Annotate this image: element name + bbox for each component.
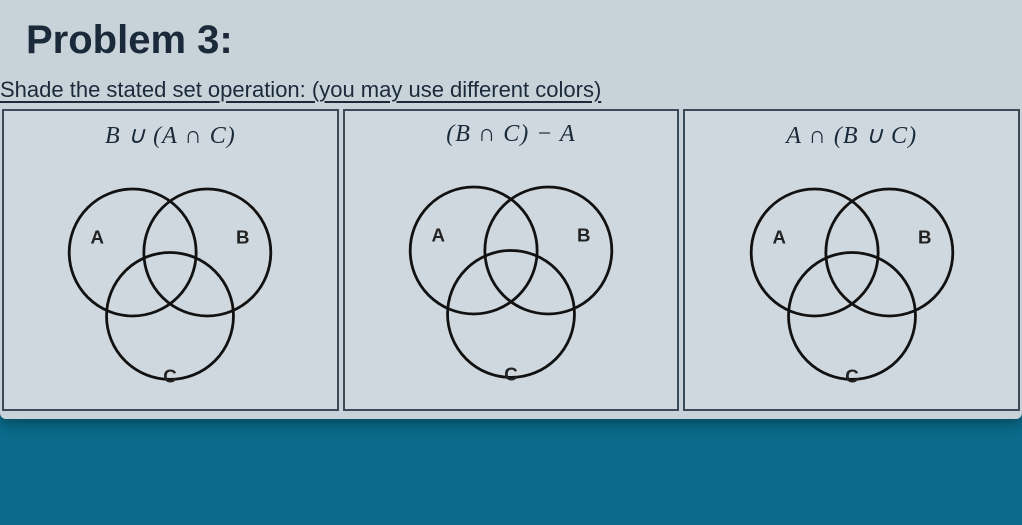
- problem-sheet: Problem 3: Shade the stated set operatio…: [0, 0, 1022, 419]
- venn-diagram-1: A B C: [30, 158, 310, 403]
- panel-1-caption: B ∪ (A ∩ C): [105, 121, 236, 150]
- panel-2: (B ∩ C) − A A B C: [343, 109, 680, 411]
- label-A: A: [772, 226, 785, 247]
- venn-diagram-3: A B C: [712, 158, 992, 403]
- venn-row: B ∪ (A ∩ C) A B C (B ∩ C) − A A B C: [0, 105, 1022, 419]
- label-B: B: [236, 226, 249, 247]
- problem-title: Problem 3:: [0, 18, 1022, 69]
- label-B: B: [918, 226, 931, 247]
- panel-2-caption: (B ∩ C) − A: [446, 121, 575, 148]
- label-B: B: [577, 224, 590, 245]
- panel-3: A ∩ (B ∪ C) A B C: [683, 109, 1020, 411]
- problem-instruction: Shade the stated set operation: (you may…: [0, 69, 1022, 105]
- label-A: A: [431, 224, 444, 245]
- label-C: C: [845, 365, 858, 386]
- label-C: C: [504, 363, 517, 384]
- label-A: A: [91, 226, 104, 247]
- panel-3-caption: A ∩ (B ∪ C): [786, 121, 917, 150]
- label-C: C: [164, 365, 177, 386]
- panel-1: B ∪ (A ∩ C) A B C: [2, 109, 339, 411]
- venn-diagram-2: A B C: [371, 156, 651, 401]
